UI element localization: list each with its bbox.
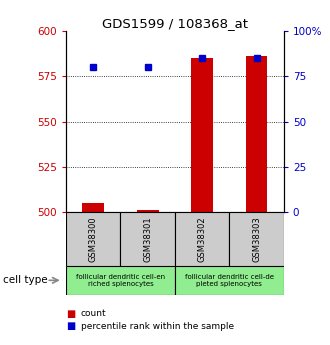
Text: follicular dendritic cell-de
pleted splenocytes: follicular dendritic cell-de pleted sple… <box>185 274 274 287</box>
Text: GSM38302: GSM38302 <box>198 216 207 262</box>
Text: percentile rank within the sample: percentile rank within the sample <box>81 322 234 331</box>
Title: GDS1599 / 108368_at: GDS1599 / 108368_at <box>102 17 248 30</box>
Text: GSM38300: GSM38300 <box>89 216 98 262</box>
Text: count: count <box>81 309 107 318</box>
Bar <box>120 212 175 266</box>
Bar <box>175 212 229 266</box>
Bar <box>175 266 284 295</box>
Text: follicular dendritic cell-en
riched splenocytes: follicular dendritic cell-en riched sple… <box>76 274 165 287</box>
Text: ■: ■ <box>66 309 75 319</box>
Text: ■: ■ <box>66 321 75 331</box>
Text: GSM38303: GSM38303 <box>252 216 261 262</box>
Text: cell type: cell type <box>3 275 48 285</box>
Bar <box>137 210 158 212</box>
Bar <box>66 266 175 295</box>
Bar <box>66 212 120 266</box>
Text: GSM38301: GSM38301 <box>143 216 152 262</box>
Bar <box>229 212 284 266</box>
Bar <box>246 56 267 212</box>
Bar <box>191 58 213 212</box>
Bar <box>82 203 104 212</box>
